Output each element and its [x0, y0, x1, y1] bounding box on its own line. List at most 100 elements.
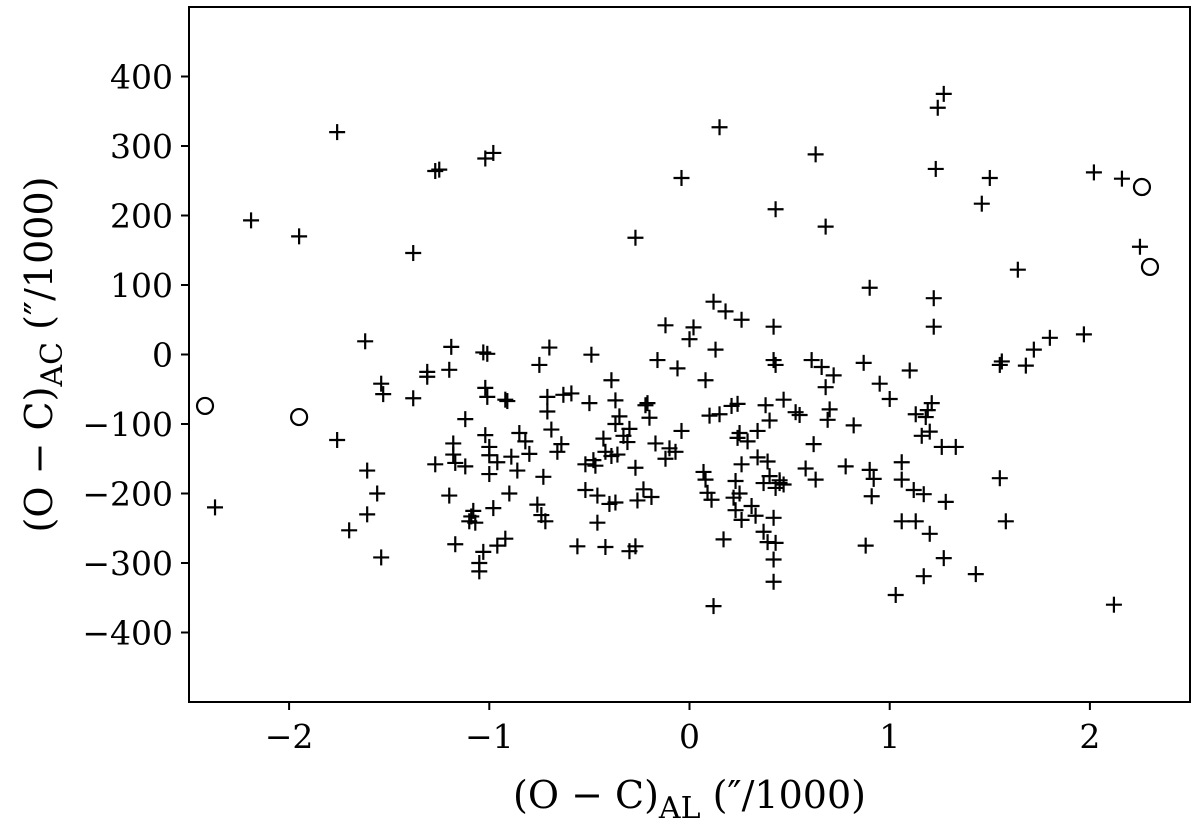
- data-point-plus: [611, 408, 628, 425]
- data-point-plus: [857, 537, 874, 554]
- data-point-plus: [817, 218, 834, 235]
- data-point-plus: [913, 427, 930, 444]
- data-point-plus: [457, 458, 474, 475]
- data-point-plus: [485, 144, 502, 161]
- data-point-plus: [825, 367, 842, 384]
- data-point-plus: [457, 411, 474, 428]
- data-point-plus: [543, 421, 560, 438]
- data-point-plus: [821, 401, 838, 418]
- data-point-plus: [501, 485, 518, 502]
- data-point-circle: [1140, 257, 1160, 277]
- y-tick-label: −200: [82, 475, 173, 514]
- data-point-plus: [445, 435, 462, 452]
- data-point-plus: [539, 403, 556, 420]
- data-point-plus: [707, 341, 724, 358]
- x-axis-label-sub: AL: [658, 791, 701, 826]
- data-point-plus: [973, 195, 990, 212]
- y-axis-label: (O − C)AC (″/1000): [17, 177, 70, 533]
- data-point-plus: [643, 488, 660, 505]
- data-point-plus: [341, 522, 358, 539]
- data-point-plus: [767, 479, 784, 496]
- data-point-plus: [555, 386, 572, 403]
- y-axis-label-unit: (″/1000): [17, 177, 61, 342]
- data-point-plus: [1131, 238, 1148, 255]
- data-point-plus: [805, 436, 822, 453]
- data-point-plus: [589, 487, 606, 504]
- data-point-plus: [757, 397, 774, 414]
- data-point-plus: [937, 493, 954, 510]
- data-point-plus: [925, 290, 942, 307]
- data-point-plus: [739, 433, 756, 450]
- data-point-plus: [489, 454, 506, 471]
- data-point-plus: [521, 445, 538, 462]
- y-axis-ticks: 400 300 200 100 0 −100 −200 −300 −400: [82, 58, 189, 653]
- data-point-plus: [921, 423, 938, 440]
- data-point-plus: [597, 539, 614, 556]
- data-point-plus: [419, 363, 436, 380]
- data-point-plus: [907, 513, 924, 530]
- data-point-plus: [329, 124, 346, 141]
- data-point-plus: [563, 385, 580, 402]
- data-point-plus: [673, 422, 690, 439]
- data-point-plus: [863, 488, 880, 505]
- data-point-plus: [585, 452, 602, 469]
- data-point-plus: [893, 471, 910, 488]
- data-point-plus: [627, 459, 644, 476]
- data-point-plus: [765, 352, 782, 369]
- data-point-plus: [447, 454, 464, 471]
- data-point-plus: [621, 543, 638, 560]
- data-point-plus: [641, 409, 658, 426]
- data-point-plus: [427, 163, 444, 180]
- data-point-plus: [775, 391, 792, 408]
- data-point-plus: [845, 417, 862, 434]
- data-point-plus: [765, 573, 782, 590]
- data-point-plus: [807, 471, 824, 488]
- data-point-plus: [629, 492, 646, 509]
- data-point-plus: [577, 456, 594, 473]
- data-point-plus: [765, 509, 782, 526]
- data-point-plus: [329, 431, 346, 448]
- y-tick-label: 300: [110, 127, 173, 166]
- data-point-plus: [807, 146, 824, 163]
- x-axis-ticks: −2 −1 0 1 2: [265, 702, 1100, 756]
- data-point-plus: [947, 438, 964, 455]
- y-tick-label: −100: [82, 405, 173, 444]
- data-point-plus: [357, 333, 374, 350]
- data-point-plus: [441, 487, 458, 504]
- data-point-plus: [921, 525, 938, 542]
- data-point-plus: [471, 563, 488, 580]
- data-point-plus: [887, 586, 904, 603]
- data-point-plus: [607, 416, 624, 432]
- data-point-plus: [553, 436, 570, 453]
- data-point-plus: [531, 356, 548, 373]
- data-point-plus: [243, 212, 260, 229]
- data-point-plus: [647, 435, 664, 452]
- data-point-plus: [481, 438, 498, 455]
- data-point-plus: [717, 303, 734, 320]
- data-point-plus: [929, 99, 946, 116]
- data-point-plus: [701, 407, 718, 424]
- data-point-plus: [933, 438, 950, 455]
- data-point-plus: [373, 375, 390, 392]
- data-point-plus: [907, 406, 924, 423]
- data-point-plus: [489, 537, 506, 554]
- data-point-plus: [749, 449, 766, 466]
- data-point-plus: [743, 498, 760, 515]
- data-point-plus: [541, 339, 558, 356]
- data-point-plus: [661, 440, 678, 457]
- data-point-plus: [855, 354, 872, 371]
- data-point-plus: [861, 279, 878, 296]
- data-point-plus: [747, 507, 764, 524]
- data-point-plus: [1017, 357, 1034, 374]
- data-point-plus: [749, 422, 766, 439]
- data-point-plus: [699, 484, 716, 501]
- data-point-plus: [705, 598, 722, 615]
- data-point-plus: [607, 392, 624, 409]
- data-point-plus: [673, 169, 690, 186]
- data-point-plus: [475, 344, 492, 361]
- data-point-plus: [657, 450, 674, 467]
- data-point-plus: [431, 161, 448, 178]
- data-point-plus: [479, 345, 496, 362]
- data-point-plus: [359, 506, 376, 523]
- data-point-plus: [405, 245, 422, 262]
